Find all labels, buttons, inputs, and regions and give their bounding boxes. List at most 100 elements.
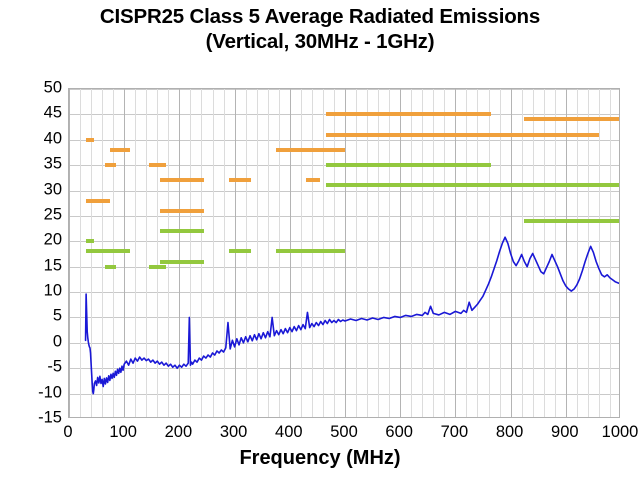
x-tick-label: 700 [440, 423, 469, 441]
gridline-vertical-minor [477, 89, 479, 417]
gridline-vertical-minor [433, 89, 435, 417]
gridline-horizontal [69, 266, 619, 268]
limit-line-segment [325, 112, 492, 117]
data-trace [84, 236, 619, 395]
y-tick-label: 15 [43, 256, 62, 275]
limit-line-segment [85, 239, 94, 244]
limit-line-segment [325, 132, 599, 137]
gridline-vertical-minor [212, 89, 214, 417]
y-tick-label: 0 [52, 332, 62, 351]
limit-line-segment [85, 137, 94, 142]
gridline-vertical-minor [576, 89, 578, 417]
gridline-vertical-minor [598, 89, 600, 417]
gridline-horizontal [69, 393, 619, 395]
limit-line-segment [524, 117, 619, 122]
chart-title-line-2: (Vertical, 30MHz - 1GHz) [205, 30, 435, 53]
gridline-vertical-minor [135, 89, 137, 417]
limit-line-segment [276, 147, 345, 152]
gridline-vertical-minor [488, 89, 490, 417]
limit-line-segment [229, 178, 252, 183]
limit-line-segment [110, 147, 130, 152]
y-tick-label: 40 [43, 129, 62, 148]
x-tick-label: 500 [330, 423, 358, 441]
x-tick-label: 0 [63, 423, 73, 441]
y-tick-label: -15 [38, 408, 62, 427]
x-tick-label: 800 [495, 423, 524, 441]
gridline-vertical-minor [378, 89, 380, 417]
gridline-horizontal [69, 139, 619, 141]
gridline-vertical-minor [267, 89, 269, 417]
limit-line-segment [160, 259, 205, 264]
y-tick-label: 35 [43, 154, 62, 173]
limit-line-segment [160, 208, 205, 213]
gridline-horizontal [69, 215, 619, 217]
limit-line-segment [85, 249, 130, 254]
y-tick-label: 25 [43, 205, 62, 224]
chart-title-line-1: CISPR25 Class 5 Average Radiated Emissio… [99, 5, 541, 28]
limit-line-segment [325, 183, 619, 188]
gridline-horizontal [69, 368, 619, 370]
x-tick-label: 900 [551, 423, 579, 441]
gridline-horizontal [69, 292, 619, 294]
gridline-vertical-minor [609, 89, 611, 417]
gridline-vertical-minor [422, 89, 424, 417]
gridline-vertical-major [345, 89, 346, 417]
gridline-vertical-minor [256, 89, 258, 417]
x-tick-label: 300 [219, 423, 248, 441]
plot-area: DataClass 5 PeakClass 5 Avg [68, 88, 620, 418]
gridline-vertical-minor [554, 89, 556, 417]
gridline-vertical-minor [168, 89, 170, 417]
x-axis-tick-labels: 0 100 200 300 400 500 600 700 800 900 1000 [63, 423, 638, 447]
gridline-vertical-minor [466, 89, 468, 417]
gridline-vertical-minor [411, 89, 413, 417]
y-tick-label: 45 [43, 103, 62, 122]
limit-line-segment [85, 198, 111, 203]
gridline-horizontal [69, 89, 619, 90]
gridline-vertical-major [179, 89, 181, 417]
y-tick-label: 50 [43, 78, 62, 97]
gridline-vertical-major [400, 89, 402, 417]
gridline-vertical-minor [146, 89, 148, 417]
chart-legend: DataClass 5 PeakClass 5 Avg [534, 414, 619, 417]
limit-line-segment [104, 163, 116, 168]
x-tick-label: 100 [109, 423, 137, 441]
legend-item[interactable]: Data [534, 414, 619, 417]
gridline-vertical-minor [367, 89, 369, 417]
gridline-vertical-major [455, 89, 457, 417]
gridline-vertical-minor [521, 89, 523, 417]
gridline-horizontal [69, 342, 619, 344]
gridline-vertical-minor [190, 89, 192, 417]
data-trace-polyline [84, 236, 619, 395]
x-tick-label: 200 [164, 423, 193, 441]
y-tick-label: 20 [43, 230, 62, 249]
gridline-vertical-minor [356, 89, 358, 417]
gridline-vertical-major [565, 89, 567, 417]
limit-line-segment [104, 264, 116, 269]
limit-line-segment [160, 178, 205, 183]
gridline-vertical-minor [389, 89, 391, 417]
gridline-horizontal [69, 241, 619, 243]
chart-title: CISPR25 Class 5 Average Radiated Emissio… [0, 4, 640, 54]
gridline-vertical-minor [157, 89, 159, 417]
x-tick-label: 600 [385, 423, 413, 441]
limit-line-segment [229, 249, 252, 254]
y-tick-label: 10 [43, 281, 62, 300]
x-tick-label: 400 [275, 423, 303, 441]
gridline-vertical-minor [543, 89, 545, 417]
limit-line-segment [276, 249, 345, 254]
limit-line-segment [306, 178, 321, 183]
x-axis-title: Frequency (MHz) [239, 447, 401, 469]
gridline-vertical-minor [201, 89, 203, 417]
limit-line-segment [149, 264, 166, 269]
gridline-vertical-minor [223, 89, 225, 417]
gridline-vertical-minor [80, 89, 82, 417]
gridline-vertical-major [69, 89, 70, 417]
gridline-vertical-minor [499, 89, 501, 417]
y-axis-tick-labels: -15 -10 -5 0 5 10 15 20 25 30 35 40 45 50 [14, 0, 62, 480]
x-tick-label: 1000 [601, 423, 639, 441]
limit-line-segment [325, 163, 492, 168]
y-tick-label: 30 [43, 180, 62, 199]
gridline-vertical-minor [444, 89, 446, 417]
y-tick-label: 5 [52, 306, 62, 325]
